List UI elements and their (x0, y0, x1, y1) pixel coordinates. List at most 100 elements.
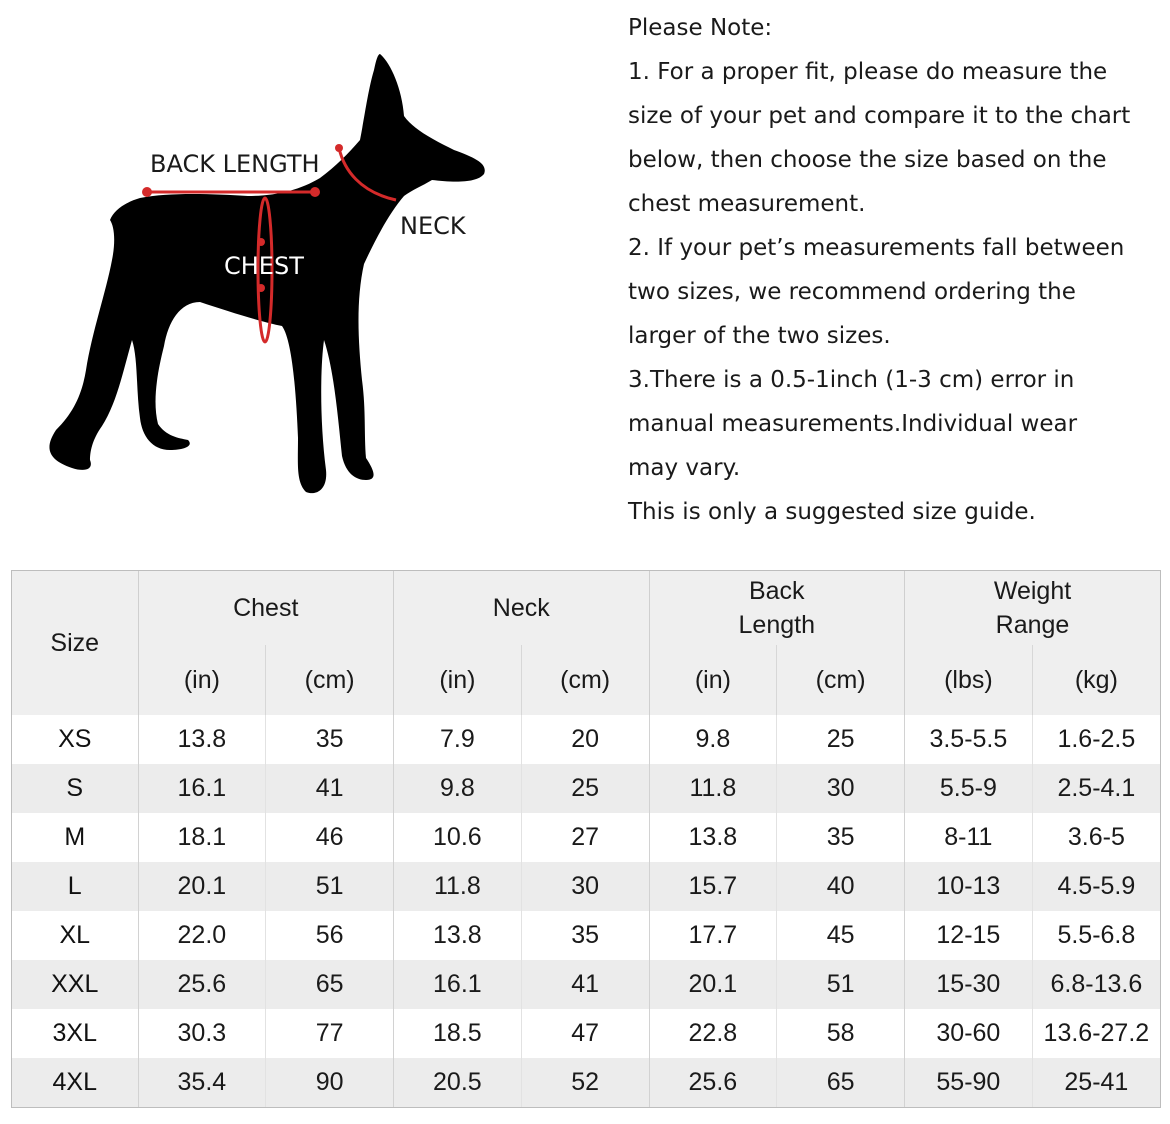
size-cell: XXL (12, 960, 138, 1009)
back-length-end-dot (310, 187, 320, 197)
neck-in-cell: 18.5 (393, 1009, 522, 1058)
note-line: two sizes, we recommend ordering the (628, 279, 1076, 305)
weight-lbs-cell: 55-90 (904, 1058, 1033, 1107)
weight-kg-cell: 13.6-27.2 (1031, 1009, 1160, 1058)
chest-dot-top (257, 238, 265, 246)
dog-silhouette-icon: BACK LENGTH NECK CHEST (49, 54, 485, 494)
weight-lbs-cell: 10-13 (904, 862, 1033, 911)
neck-label: NECK (400, 212, 467, 240)
chest-in-cell: 35.4 (137, 1058, 266, 1107)
chest-cm-unit: (cm) (265, 645, 394, 715)
dog-measurement-figure: BACK LENGTH NECK CHEST (30, 40, 510, 520)
neck-cm-cell: 20 (520, 715, 649, 764)
chest-measure-line (256, 196, 274, 344)
weight-range-header-line1: Weight (993, 577, 1072, 605)
weight-lbs-cell: 12-15 (904, 911, 1033, 960)
neck-measure-line (337, 147, 397, 202)
neck-in-unit: (in) (393, 645, 522, 715)
back-cm-cell: 58 (776, 1009, 905, 1058)
weight-lbs-cell: 5.5-9 (904, 764, 1033, 813)
size-column-header: Size (12, 571, 138, 715)
back-cm-cell: 35 (776, 813, 905, 862)
weight-kg-cell: 4.5-5.9 (1031, 862, 1160, 911)
chest-in-cell: 16.1 (137, 764, 266, 813)
size-cell: M (12, 813, 138, 862)
back-cm-cell: 30 (776, 764, 905, 813)
weight-kg-cell: 5.5-6.8 (1031, 911, 1160, 960)
back-in-cell: 15.7 (648, 862, 777, 911)
back-cm-cell: 25 (776, 715, 905, 764)
back-in-cell: 17.7 (648, 911, 777, 960)
table-row: XS 13.8 35 7.9 20 9.8 25 3.5-5.5 1.6-2.5 (12, 715, 1160, 764)
table-row: XXL 25.6 65 16.1 41 20.1 51 15-30 6.8-13.6 (12, 960, 1160, 1009)
chest-in-cell: 25.6 (137, 960, 266, 1009)
note-line: 1. For a proper fit, please do measure t… (628, 59, 1108, 85)
back-length-header: Back Length (648, 571, 905, 645)
neck-in-cell: 10.6 (393, 813, 522, 862)
size-cell: XL (12, 911, 138, 960)
back-cm-cell: 40 (776, 862, 905, 911)
table-row: M 18.1 46 10.6 27 13.8 35 8-11 3.6-5 (12, 813, 1160, 862)
neck-in-cell: 20.5 (393, 1058, 522, 1107)
chest-cm-cell: 77 (265, 1009, 394, 1058)
neck-cm-cell: 30 (520, 862, 649, 911)
chest-in-unit: (in) (137, 645, 266, 715)
back-cm-cell: 51 (776, 960, 905, 1009)
chest-in-cell: 18.1 (137, 813, 266, 862)
back-cm-cell: 65 (776, 1058, 905, 1107)
neck-cm-cell: 25 (520, 764, 649, 813)
chest-header-text: Chest (233, 594, 299, 622)
size-cell: 4XL (12, 1058, 138, 1107)
chest-cm-cell: 90 (265, 1058, 394, 1107)
weight-kg-cell: 6.8-13.6 (1031, 960, 1160, 1009)
weight-kg-cell: 25-41 (1031, 1058, 1160, 1107)
back-cm-cell: 45 (776, 911, 905, 960)
weight-lbs-unit: (lbs) (904, 645, 1033, 715)
neck-header: Neck (393, 571, 649, 645)
back-in-cell: 22.8 (648, 1009, 777, 1058)
back-length-header-line1: Back (748, 577, 805, 605)
neck-in-cell: 11.8 (393, 862, 522, 911)
chest-cm-cell: 41 (265, 764, 394, 813)
weight-lbs-cell: 3.5-5.5 (904, 715, 1033, 764)
chest-cm-cell: 65 (265, 960, 394, 1009)
chest-in-cell: 22.0 (137, 911, 266, 960)
chest-dot-bottom (257, 284, 265, 292)
neck-header-text: Neck (492, 594, 550, 622)
neck-in-cell: 7.9 (393, 715, 522, 764)
neck-cm-cell: 41 (520, 960, 649, 1009)
table-row: 3XL 30.3 77 18.5 47 22.8 58 30-60 13.6-27.2 (12, 1009, 1160, 1058)
back-length-start-dot (142, 187, 152, 197)
back-in-cell: 11.8 (648, 764, 777, 813)
back-in-cell: 25.6 (648, 1058, 777, 1107)
neck-in-cell: 16.1 (393, 960, 522, 1009)
table-row: S 16.1 41 9.8 25 11.8 30 5.5-9 2.5-4.1 (12, 764, 1160, 813)
chest-cm-cell: 46 (265, 813, 394, 862)
neck-cm-cell: 27 (520, 813, 649, 862)
size-note: Please Note: 1. For a proper fit, please… (628, 8, 1148, 536)
chest-cm-cell: 51 (265, 862, 394, 911)
dog-silhouette (49, 54, 485, 494)
back-in-cell: 9.8 (648, 715, 777, 764)
weight-range-header-line2: Range (995, 611, 1070, 639)
weight-lbs-cell: 8-11 (904, 813, 1033, 862)
back-length-label: BACK LENGTH (150, 150, 320, 178)
chest-in-cell: 20.1 (137, 862, 266, 911)
weight-lbs-cell: 15-30 (904, 960, 1033, 1009)
note-line: larger of the two sizes. (628, 323, 891, 349)
chest-in-cell: 30.3 (137, 1009, 266, 1058)
back-in-unit: (in) (648, 645, 777, 715)
note-line: below, then choose the size based on the (628, 147, 1107, 173)
note-line: manual measurements.Individual wear (628, 411, 1078, 437)
size-cell: L (12, 862, 138, 911)
size-cell: 3XL (12, 1009, 138, 1058)
neck-cm-cell: 52 (520, 1058, 649, 1107)
back-in-cell: 20.1 (648, 960, 777, 1009)
note-line: may vary. (628, 455, 741, 481)
size-cell: S (12, 764, 138, 813)
back-length-header-line2: Length (738, 611, 815, 639)
chest-cm-cell: 56 (265, 911, 394, 960)
note-line: chest measurement. (628, 191, 866, 217)
chest-cm-cell: 35 (265, 715, 394, 764)
size-table-body: XS 13.8 35 7.9 20 9.8 25 3.5-5.5 1.6-2.5 S 16.1 41 9… (12, 715, 1160, 1107)
